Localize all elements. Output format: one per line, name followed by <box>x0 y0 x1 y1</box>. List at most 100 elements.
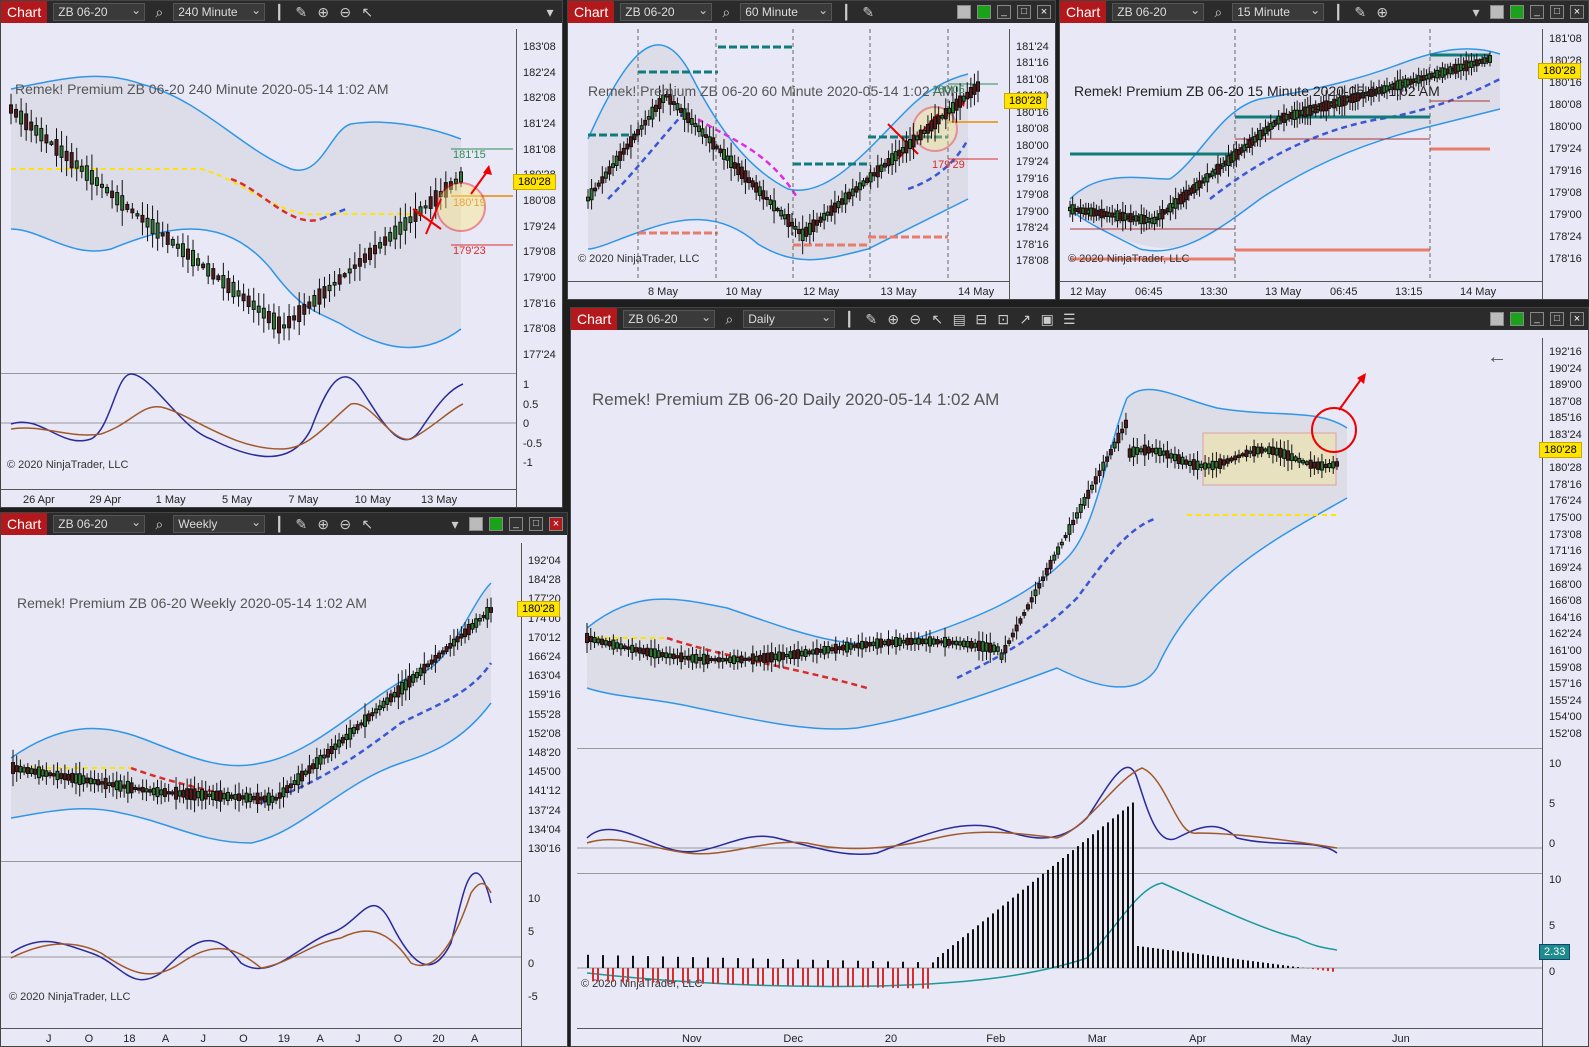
window-button-green[interactable] <box>489 517 503 531</box>
chart-tab[interactable]: Chart <box>568 1 615 23</box>
chart-tab[interactable]: Chart <box>1 1 48 23</box>
window-button-green[interactable] <box>1510 5 1524 19</box>
price-tick-label: 179'00 <box>1016 205 1049 218</box>
price-panel[interactable]: Remek! Premium ZB 06-20 60 Minute 2020-0… <box>568 29 1055 299</box>
time-axis[interactable]: J O 18 A J O 19 A J O 20 A <box>1 1028 521 1046</box>
window-button-green[interactable] <box>977 5 991 19</box>
window-button[interactable] <box>1490 5 1504 19</box>
panel-separator[interactable] <box>1 373 516 374</box>
chart-window-daily[interactable]: Chart ZB 06-20 ⌕ Daily ┃ ✎ ⊕ ⊖ ↖ ▤ ⊟ ⊡ ↗… <box>570 307 1589 1047</box>
zoom-in-icon[interactable]: ⊕ <box>317 515 330 532</box>
list-icon[interactable]: ☰ <box>1062 310 1076 327</box>
window-button-green[interactable] <box>1510 312 1524 326</box>
zoom-in-icon[interactable]: ⊕ <box>1376 3 1389 20</box>
panel-separator[interactable] <box>1 861 521 862</box>
interval-select[interactable]: 240 Minute <box>173 2 266 21</box>
snapshot-icon[interactable]: ⊡ <box>997 310 1010 327</box>
zoom-out-icon[interactable]: ⊖ <box>339 515 352 532</box>
price-panel[interactable]: Remek! Premium ZB 06-20 Daily 2020-05-14… <box>577 338 1588 1046</box>
maximize-icon[interactable]: □ <box>1550 312 1564 326</box>
back-arrow-icon[interactable]: ← <box>1487 346 1507 368</box>
minimize-icon[interactable]: _ <box>1530 312 1544 326</box>
minimize-icon[interactable]: _ <box>509 517 523 531</box>
interval-select[interactable]: Weekly <box>173 514 266 533</box>
instrument-select[interactable]: ZB 06-20 <box>53 2 146 21</box>
panel-separator[interactable] <box>577 873 1542 874</box>
chart-window-60min[interactable]: Chart ZB 06-20 ⌕ 60 Minute ┃ ✎ _ □ × <box>567 0 1056 300</box>
close-icon[interactable]: × <box>1037 5 1051 19</box>
search-icon[interactable]: ⌕ <box>722 3 731 20</box>
search-icon[interactable]: ⌕ <box>725 310 734 327</box>
dropdown-icon[interactable]: ▾ <box>1472 3 1480 20</box>
window-button[interactable] <box>1490 312 1504 326</box>
dropdown-icon[interactable]: ▾ <box>546 3 554 20</box>
chart-tab[interactable]: Chart <box>571 308 618 330</box>
interval-select[interactable]: Daily <box>743 309 836 328</box>
time-axis[interactable]: 8 May 10 May 12 May 13 May 14 May <box>568 281 1009 299</box>
search-icon[interactable]: ⌕ <box>155 3 164 20</box>
instrument-select[interactable]: ZB 06-20 <box>620 2 713 21</box>
strategy-icon[interactable]: ↗ <box>1019 310 1032 327</box>
bars-icon[interactable]: ┃ <box>275 3 284 20</box>
zoom-in-icon[interactable]: ⊕ <box>317 3 330 20</box>
chart-tab[interactable]: Chart <box>1 513 48 535</box>
pencil-icon[interactable]: ✎ <box>865 310 878 327</box>
maximize-icon[interactable]: □ <box>529 517 543 531</box>
instrument-select[interactable]: ZB 06-20 <box>623 309 716 328</box>
close-icon[interactable]: × <box>1570 312 1584 326</box>
pencil-icon[interactable]: ✎ <box>1354 3 1367 20</box>
dropdown-icon[interactable]: ▾ <box>451 515 459 532</box>
close-icon[interactable]: × <box>1570 5 1584 19</box>
zoom-out-icon[interactable]: ⊖ <box>909 310 922 327</box>
candle-body <box>603 171 608 179</box>
volume-bar <box>1142 946 1144 968</box>
price-tick-label: 179'16 <box>1549 165 1582 177</box>
window-button[interactable] <box>469 517 483 531</box>
interval-select[interactable]: 60 Minute <box>740 2 833 21</box>
candle-body <box>1093 476 1098 485</box>
chart-window-15min[interactable]: Chart ZB 06-20 ⌕ 15 Minute ┃ ✎ ⊕ ▾ _ □ × <box>1059 0 1589 300</box>
price-panel[interactable]: Remek! Premium ZB 06-20 15 Minute 2020-0… <box>1060 29 1588 299</box>
price-axis[interactable]: 183'08 182'24 182'08 181'24 181'08 180'28 180'… <box>516 29 562 507</box>
pencil-icon[interactable]: ✎ <box>295 515 308 532</box>
price-panel[interactable]: Remek! Premium ZB 06-20 Weekly 2020-05-1… <box>1 543 567 1046</box>
time-axis[interactable]: 12 May 06:45 13:30 13 May 06:45 13:15 14 May <box>1060 281 1542 299</box>
maximize-icon[interactable]: □ <box>1017 5 1031 19</box>
bars-icon[interactable]: ┃ <box>1334 3 1343 20</box>
search-icon[interactable]: ⌕ <box>1214 3 1223 20</box>
price-axis[interactable]: 192'04 184'28 177'20 174'00 170'12 166'24 163'… <box>521 543 567 1046</box>
layout-icon[interactable]: ⊟ <box>975 310 988 327</box>
properties-icon[interactable]: ▤ <box>952 310 966 327</box>
chart-tab[interactable]: Chart <box>1060 1 1107 23</box>
panel-separator[interactable] <box>577 748 1542 749</box>
time-axis[interactable]: Nov Dec 20 Feb Mar Apr May Jun <box>577 1028 1542 1046</box>
time-axis[interactable]: 26 Apr 29 Apr 1 May 5 May 7 May 10 May 13 May <box>1 489 516 507</box>
instrument-select[interactable]: ZB 06-20 <box>53 514 146 533</box>
pointer-icon[interactable]: ↖ <box>931 310 944 327</box>
candle-body <box>221 274 226 289</box>
chart-window-weekly[interactable]: Chart ZB 06-20 ⌕ Weekly ┃ ✎ ⊕ ⊖ ↖ ▾ _ □ … <box>0 512 568 1047</box>
search-icon[interactable]: ⌕ <box>155 515 164 532</box>
window-button[interactable] <box>957 5 971 19</box>
bars-icon[interactable]: ┃ <box>842 3 851 20</box>
pencil-icon[interactable]: ✎ <box>862 3 875 20</box>
minimize-icon[interactable]: _ <box>997 5 1011 19</box>
minimize-icon[interactable]: _ <box>1530 5 1544 19</box>
volume-bar <box>882 968 884 988</box>
interval-select[interactable]: 15 Minute <box>1232 2 1325 21</box>
bars-icon[interactable]: ┃ <box>845 310 854 327</box>
candle-body <box>14 108 19 118</box>
pointer-icon[interactable]: ↖ <box>361 515 374 532</box>
price-panel[interactable]: Remek! Premium ZB 06-20 240 Minute 2020-… <box>1 29 562 507</box>
zoom-out-icon[interactable]: ⊖ <box>339 3 352 20</box>
close-icon[interactable]: × <box>549 517 563 531</box>
instrument-select[interactable]: ZB 06-20 <box>1112 2 1205 21</box>
zoom-in-icon[interactable]: ⊕ <box>887 310 900 327</box>
price-axis[interactable]: 181'24181'16181'08181'00180'16180'08180'… <box>1009 29 1055 299</box>
pencil-icon[interactable]: ✎ <box>295 3 308 20</box>
bars-icon[interactable]: ┃ <box>275 515 284 532</box>
chart-window-240min[interactable]: Chart ZB 06-20 ⌕ 240 Minute ┃ ✎ ⊕ ⊖ ↖ ▾ <box>0 0 563 508</box>
pointer-icon[interactable]: ↖ <box>361 3 374 20</box>
maximize-icon[interactable]: □ <box>1550 5 1564 19</box>
templates-icon[interactable]: ▣ <box>1040 310 1054 327</box>
